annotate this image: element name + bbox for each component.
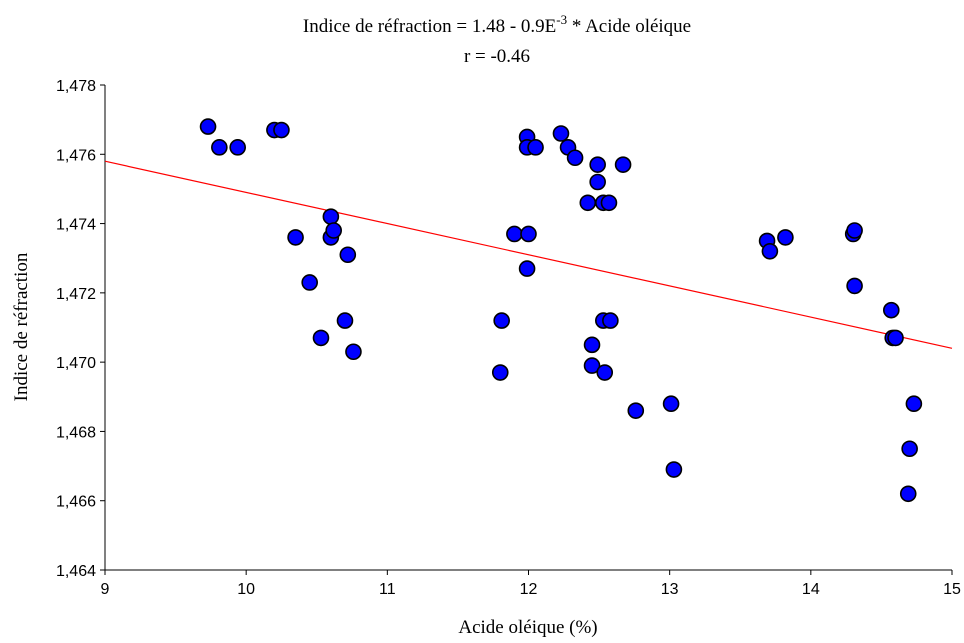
data-point	[552, 125, 570, 142]
x-tick-label: 9	[101, 581, 110, 598]
data-point	[527, 139, 544, 156]
data-point	[566, 149, 584, 167]
data-point	[589, 173, 606, 191]
y-tick-label: 1,466	[56, 494, 96, 511]
axes	[104, 85, 952, 571]
y-tick-label: 1,474	[56, 217, 96, 234]
data-point	[579, 194, 597, 212]
data-point	[665, 461, 683, 478]
y-ticks: 1,464 1,466 1,468 1,470 1,472 1,474 1,476 1,478	[56, 78, 105, 580]
y-tick-label: 1,470	[56, 355, 96, 372]
data-point	[589, 156, 606, 173]
data-point	[199, 118, 217, 135]
data-point	[322, 208, 340, 225]
data-point	[493, 312, 510, 329]
x-tick-label: 14	[802, 581, 820, 598]
data-point	[518, 260, 536, 277]
chart-title-main: Indice de réfraction = 1.48 - 0.9E	[303, 16, 556, 37]
x-axis-label: Acide oléique (%)	[458, 617, 597, 638]
data-point	[506, 225, 523, 243]
data-point	[602, 312, 619, 329]
data-point	[301, 274, 318, 291]
data-point	[273, 121, 290, 139]
y-axis-label: Indice de réfraction	[11, 252, 32, 401]
data-point	[614, 156, 632, 173]
x-tick-label: 12	[520, 581, 538, 598]
chart-title: Indice de réfraction = 1.48 - 0.9E-3 * A…	[303, 12, 691, 37]
data-point	[662, 395, 680, 413]
data-point	[229, 139, 246, 156]
x-tick-label: 11	[379, 581, 396, 598]
chart-title-superscript: -3	[556, 12, 567, 27]
data-point	[339, 246, 357, 264]
data-point	[211, 139, 228, 156]
data-point	[887, 329, 904, 347]
data-point	[777, 229, 794, 246]
data-point	[905, 395, 923, 413]
x-tick-label: 15	[943, 581, 961, 598]
regression-line	[104, 160, 953, 349]
y-tick-label: 1,472	[56, 286, 96, 303]
data-point	[846, 277, 863, 295]
data-point	[287, 229, 304, 246]
x-ticks: 9 10 11 12 13 14 15	[101, 570, 961, 598]
y-tick-label: 1,476	[56, 147, 96, 164]
data-point	[627, 402, 645, 419]
x-tick-label: 13	[661, 581, 679, 598]
data-point	[596, 364, 614, 381]
x-tick-label: 10	[237, 581, 255, 598]
data-point	[520, 225, 537, 243]
data-point	[846, 222, 863, 239]
data-point	[583, 336, 601, 354]
data-point	[761, 242, 779, 260]
data-point	[882, 301, 900, 319]
data-point	[600, 194, 618, 212]
data-point	[901, 440, 918, 458]
y-tick-label: 1,464	[56, 563, 96, 580]
data-point	[336, 312, 354, 329]
y-tick-label: 1,468	[56, 424, 96, 441]
data-point	[491, 364, 509, 381]
data-points	[199, 118, 923, 503]
y-tick-label: 1,478	[56, 78, 96, 95]
data-point	[325, 222, 342, 239]
chart-subtitle: r = -0.46	[464, 46, 530, 67]
data-point	[583, 357, 601, 374]
data-point	[899, 485, 917, 503]
data-point	[312, 329, 330, 347]
chart-title-suffix: * Acide oléique	[567, 16, 691, 37]
data-point	[345, 343, 362, 361]
